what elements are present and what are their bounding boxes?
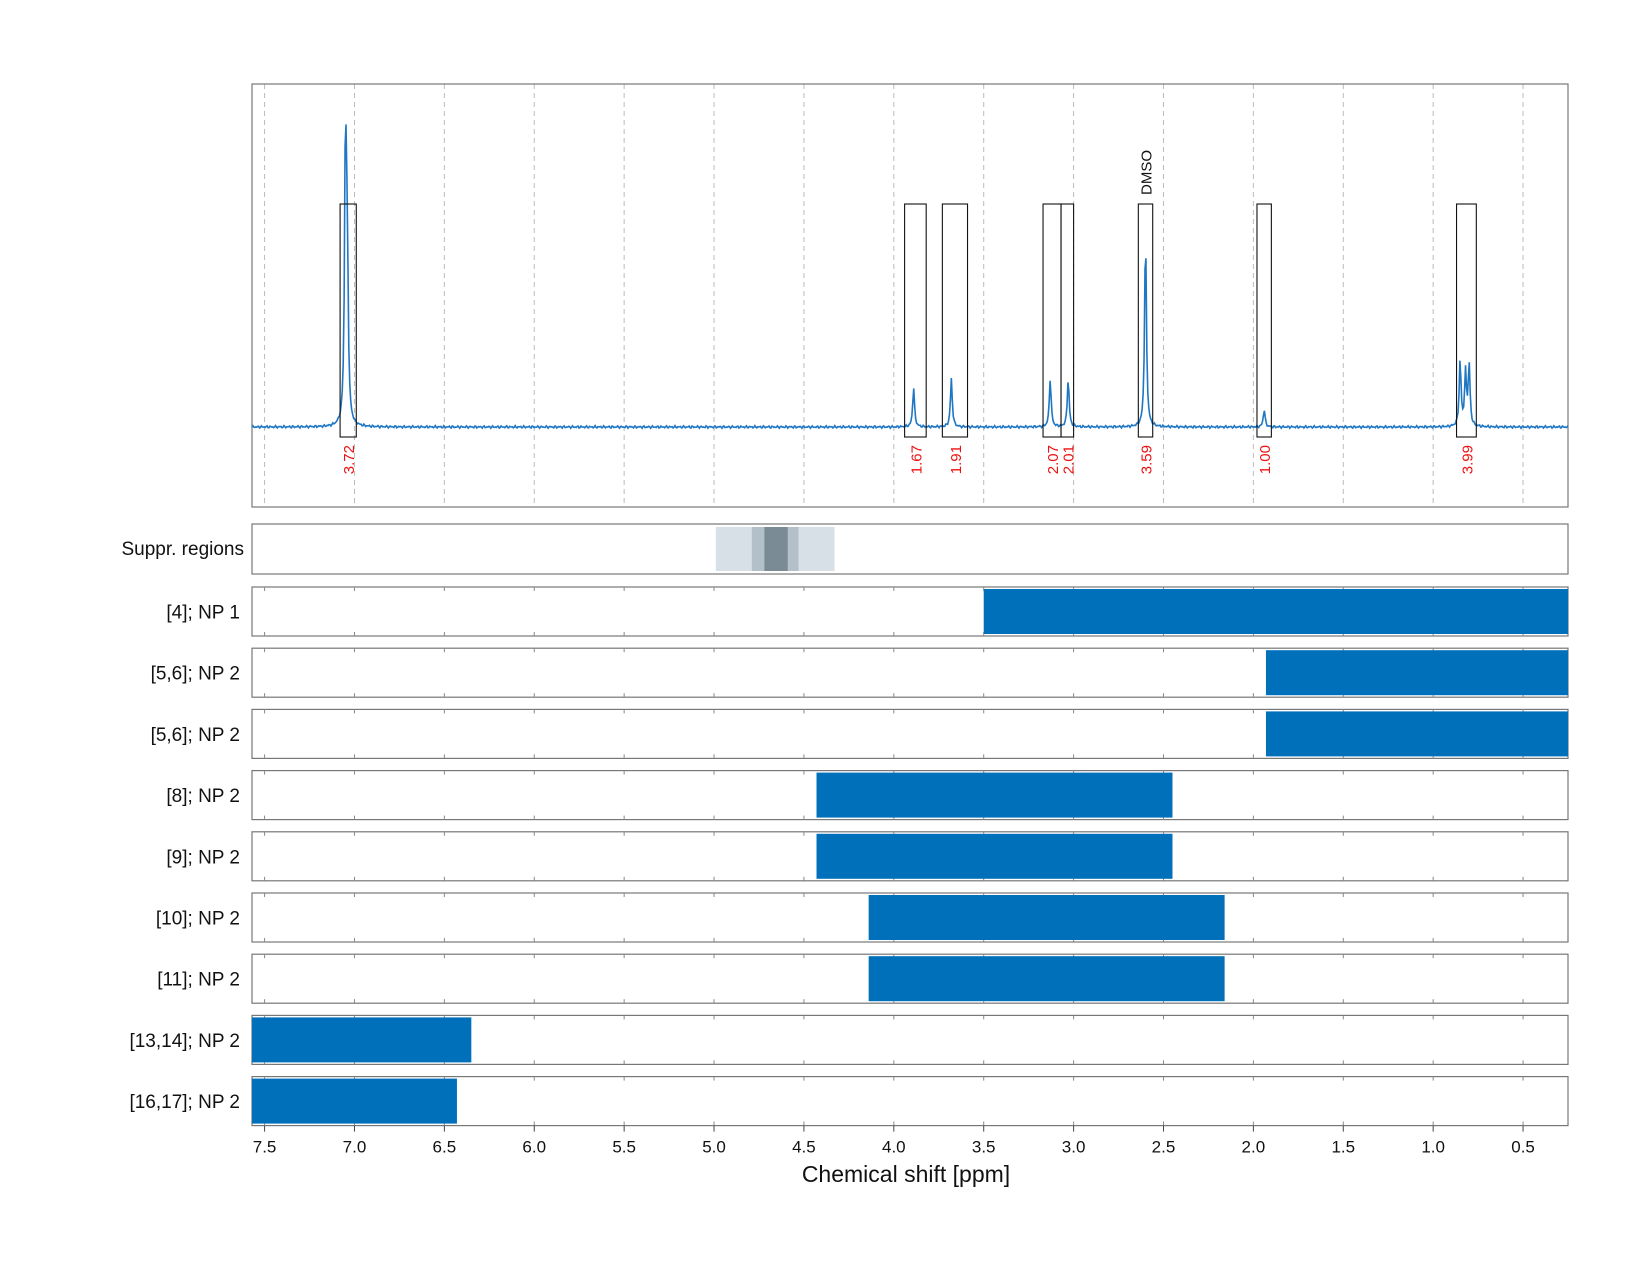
x-tick-label: 3.5 — [972, 1138, 996, 1157]
x-tick-label: 3.0 — [1062, 1138, 1086, 1157]
x-tick-label: 1.0 — [1421, 1138, 1445, 1157]
assignment-bar — [816, 772, 1173, 818]
integration-box — [1137, 203, 1154, 438]
suppression-panel-frame — [251, 523, 1569, 575]
x-tick-label: 2.5 — [1152, 1138, 1176, 1157]
integral-value: 1.67 — [908, 445, 925, 474]
suppression-panel: Suppr. regions — [121, 523, 1569, 575]
assignment-bar — [1265, 650, 1568, 696]
assignment-label: [13,14]; NP 2 — [129, 1031, 240, 1052]
x-tick-label: 1.5 — [1331, 1138, 1355, 1157]
integration-box — [1455, 203, 1477, 438]
integration-box — [1256, 203, 1272, 438]
assignment-bar — [868, 895, 1225, 940]
assignment-label: [10]; NP 2 — [156, 909, 240, 930]
assignment-label: [11]; NP 2 — [157, 970, 240, 991]
x-tick-label: 6.0 — [522, 1138, 546, 1157]
assignment-row-frame — [251, 1014, 1569, 1066]
spectrum-panel — [251, 83, 1569, 508]
assignment-rows: [4]; NP 1 [5,6]; NP 2 [5,6]; NP 2 [8]; NP 2… — [129, 586, 1569, 1127]
assignment-bar — [868, 956, 1225, 1002]
region-annotation: DMSO — [1139, 150, 1156, 195]
x-tick-label: 4.5 — [792, 1138, 816, 1157]
assignment-bar — [983, 589, 1568, 634]
integration-box — [339, 203, 357, 438]
integral-value: 1.00 — [1257, 445, 1274, 474]
x-tick-label: 7.0 — [343, 1138, 367, 1157]
integration-box — [1060, 203, 1075, 438]
integration-box — [904, 203, 927, 438]
assignment-label: [9]; NP 2 — [166, 847, 240, 868]
x-tick-label: 4.0 — [882, 1138, 906, 1157]
x-tick-label: 0.5 — [1511, 1138, 1535, 1157]
x-tick-label: 5.0 — [702, 1138, 726, 1157]
integral-value: 3.99 — [1459, 445, 1476, 474]
suppression-label: Suppr. regions — [121, 539, 244, 560]
assignment-bar — [252, 1078, 457, 1124]
integral-value: 2.07 — [1045, 445, 1062, 474]
x-tick-label: 5.5 — [612, 1138, 636, 1157]
assignment-bar — [816, 833, 1173, 879]
suppression-region — [764, 527, 788, 571]
assignment-label: [4]; NP 1 — [166, 603, 240, 624]
assignment-row-frame — [251, 1075, 1569, 1127]
x-tick-label: 7.5 — [253, 1138, 277, 1157]
spectrum-line — [251, 124, 1569, 430]
assignment-label: [16,17]; NP 2 — [129, 1092, 240, 1113]
grid-lines — [264, 84, 1524, 507]
assignment-bar — [252, 1017, 472, 1063]
integral-value: 3.59 — [1139, 445, 1156, 474]
integral-value: 1.91 — [948, 445, 965, 474]
assignment-label: [5,6]; NP 2 — [151, 725, 240, 746]
spectrum-panel-frame — [251, 83, 1569, 508]
spectrum-series — [251, 124, 1569, 430]
integration-box — [941, 203, 969, 438]
assignment-label: [5,6]; NP 2 — [151, 664, 240, 685]
assignment-bar — [1265, 711, 1568, 757]
x-tick-label: 6.5 — [433, 1138, 457, 1157]
integral-value: 2.01 — [1060, 445, 1077, 474]
x-tick-label: 2.0 — [1242, 1138, 1266, 1157]
assignment-label: [8]; NP 2 — [166, 786, 240, 807]
x-axis-label: Chemical shift [ppm] — [802, 1161, 1010, 1187]
integration-regions: 3.72 1.67 1.91 2.072.01 3.59 DMSO 1.00 3.99 — [339, 150, 1477, 474]
x-axis: 7.5 7.0 6.5 6.0 5.5 5.0 4.5 4.0 3.5 3.0 2.5 2.0 1.5 1… — [253, 1125, 1535, 1157]
integral-value: 3.72 — [341, 445, 358, 474]
